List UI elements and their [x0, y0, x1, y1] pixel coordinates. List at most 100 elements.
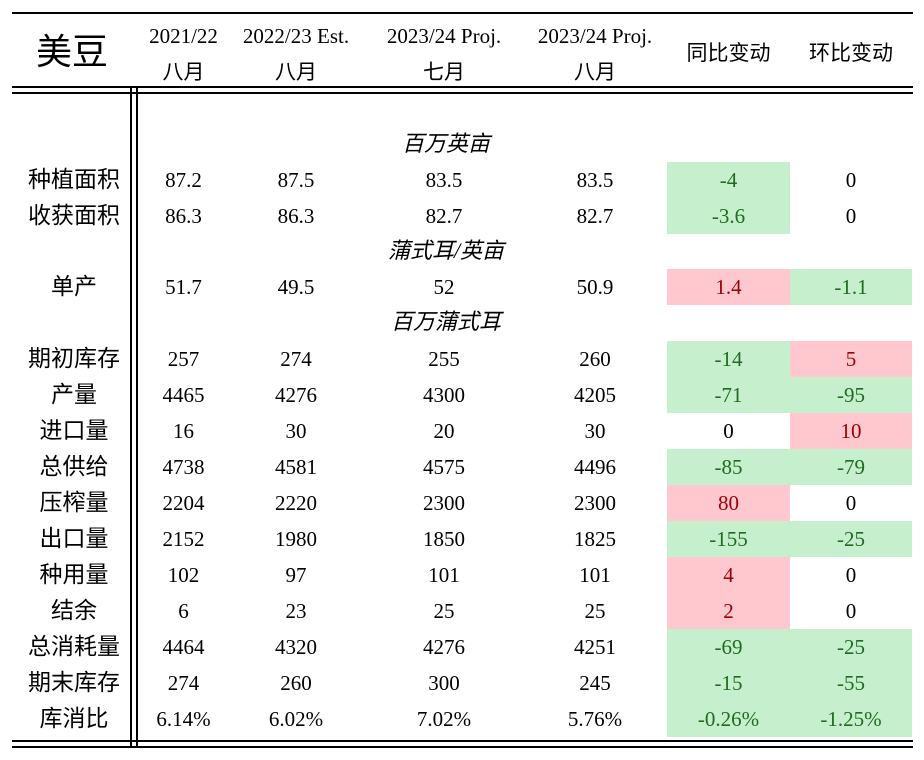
- cell-mom-change: -1.25%: [790, 701, 912, 737]
- cell-mom-change: 0: [845, 168, 857, 192]
- col-header-2023-24-proj-jul: 2023/24 Proj. 七月: [370, 18, 518, 90]
- row-label: 总供给: [39, 454, 109, 479]
- cell-2023-24-jul: 4300: [423, 383, 465, 407]
- row-label: 结余: [51, 598, 97, 623]
- row-label: 收获面积: [28, 203, 120, 228]
- cell-2022-23: 274: [280, 347, 312, 371]
- cell-2021-22: 102: [167, 563, 200, 587]
- cell-2022-23: 4320: [275, 635, 317, 659]
- cell-2023-24-aug: 4251: [574, 635, 616, 659]
- col-header-month: 八月: [574, 60, 616, 84]
- cell-yoy-change: -3.6: [667, 198, 790, 234]
- cell-yoy-change: -14: [667, 341, 790, 377]
- cell-yoy-change: 0: [723, 419, 734, 443]
- cell-yoy-change: 4: [667, 557, 790, 593]
- cell-2023-24-aug: 2300: [574, 491, 616, 515]
- col-header-2021-22: 2021/22 八月: [136, 18, 231, 90]
- cell-2023-24-jul: 82.7: [425, 204, 463, 228]
- cell-2021-22: 4465: [162, 383, 205, 407]
- cell-2023-24-aug: 82.7: [576, 204, 614, 228]
- cell-2021-22: 4738: [162, 455, 205, 479]
- col-header-2022-23-est: 2022/23 Est. 八月: [232, 18, 360, 90]
- unit-label-acres: 百万英亩: [401, 131, 490, 156]
- cell-yoy-change: -85: [667, 449, 790, 485]
- cell-2023-24-jul: 101: [428, 563, 460, 587]
- cell-mom-change: -55: [790, 665, 912, 701]
- row-label: 期初库存: [28, 346, 120, 371]
- cell-2023-24-jul: 7.02%: [416, 707, 472, 731]
- col-header-yoy: 同比变动: [686, 41, 771, 65]
- cell-2021-22: 4464: [162, 635, 205, 659]
- cell-2023-24-aug: 4205: [574, 383, 616, 407]
- cell-2022-23: 49.5: [277, 275, 315, 299]
- cell-2022-23: 87.5: [277, 168, 315, 192]
- table-row: 结余 6 23 25 25 2 0: [0, 593, 924, 629]
- cell-2021-22: 2152: [162, 527, 205, 551]
- cell-mom-change: 5: [790, 341, 912, 377]
- table-row: 压榨量 2204 2220 2300 2300 80 0: [0, 485, 924, 521]
- cell-2021-22: 6.14%: [156, 707, 211, 731]
- cell-2022-23: 6.02%: [268, 707, 324, 731]
- cell-2022-23: 86.3: [277, 204, 315, 228]
- table-row: 进口量 16 30 20 30 0 10: [0, 413, 924, 449]
- cell-2023-24-jul: 4575: [423, 455, 465, 479]
- cell-yoy-change: 1.4: [667, 269, 790, 305]
- header-separator-lower: [12, 92, 913, 94]
- cell-yoy-change: -71: [667, 377, 790, 413]
- bottom-border-upper: [12, 740, 913, 742]
- cell-2021-22: 51.7: [165, 275, 202, 299]
- cell-2023-24-jul: 20: [433, 419, 455, 443]
- cell-2021-22: 2204: [162, 491, 205, 515]
- table-title: 美豆: [35, 32, 108, 72]
- cell-yoy-change: -4: [667, 162, 790, 198]
- cell-mom-change: 10: [790, 413, 912, 449]
- cell-2022-23: 30: [285, 419, 307, 443]
- table-row: 产量 4465 4276 4300 4205 -71 -95: [0, 377, 924, 413]
- cell-2021-22: 6: [178, 599, 189, 623]
- cell-2023-24-jul: 25: [433, 599, 455, 623]
- row-label: 总消耗量: [28, 634, 120, 659]
- label-column-divider-right: [136, 88, 138, 748]
- cell-mom-change: 0: [845, 491, 857, 515]
- cell-mom-change: -95: [790, 377, 912, 413]
- cell-2023-24-aug: 30: [584, 419, 606, 443]
- cell-2023-24-jul: 52: [433, 275, 455, 299]
- cell-2023-24-jul: 83.5: [425, 168, 463, 192]
- table-row: 期末库存 274 260 300 245 -15 -55: [0, 665, 924, 701]
- cell-2023-24-aug: 83.5: [576, 168, 614, 192]
- cell-2022-23: 23: [285, 599, 307, 623]
- table-row: 期初库存 257 274 255 260 -14 5: [0, 341, 924, 377]
- cell-2023-24-aug: 1825: [574, 527, 616, 551]
- cell-2021-22: 257: [167, 347, 200, 371]
- cell-mom-change: -1.1: [790, 269, 912, 305]
- unit-label-bushels: 百万蒲式耳: [390, 309, 501, 334]
- bottom-border-lower: [12, 746, 913, 748]
- row-label: 进口量: [39, 418, 109, 443]
- col-header-month: 八月: [275, 60, 317, 84]
- cell-yoy-change: -0.26%: [667, 701, 790, 737]
- cell-mom-change: -25: [790, 629, 912, 665]
- col-header-2023-24-proj-aug: 2023/24 Proj. 八月: [520, 18, 670, 90]
- cell-mom-change: -79: [790, 449, 912, 485]
- row-label: 种用量: [39, 562, 109, 587]
- cell-2022-23: 260: [280, 671, 312, 695]
- cell-2023-24-jul: 2300: [423, 491, 465, 515]
- cell-mom-change: 0: [845, 204, 857, 228]
- cell-2023-24-aug: 101: [579, 563, 611, 587]
- col-header-year: 2022/23 Est.: [242, 24, 350, 48]
- table-row: 单产 51.7 49.5 52 50.9 1.4 -1.1: [0, 269, 924, 305]
- cell-2023-24-aug: 245: [579, 671, 611, 695]
- cell-2023-24-aug: 260: [579, 347, 611, 371]
- cell-2021-22: 274: [167, 671, 200, 695]
- cell-yoy-change: -69: [667, 629, 790, 665]
- table-row: 收获面积 86.3 86.3 82.7 82.7 -3.6 0: [0, 198, 924, 234]
- col-header-month: 八月: [162, 60, 205, 84]
- table-row: 总消耗量 4464 4320 4276 4251 -69 -25: [0, 629, 924, 665]
- cell-2022-23: 97: [285, 563, 307, 587]
- row-label: 压榨量: [39, 490, 109, 515]
- table-row: 总供给 4738 4581 4575 4496 -85 -79: [0, 449, 924, 485]
- cell-yoy-change: -155: [667, 521, 790, 557]
- table-row: 种用量 102 97 101 101 4 0: [0, 557, 924, 593]
- cell-2023-24-jul: 4276: [423, 635, 465, 659]
- cell-mom-change: 0: [845, 599, 857, 623]
